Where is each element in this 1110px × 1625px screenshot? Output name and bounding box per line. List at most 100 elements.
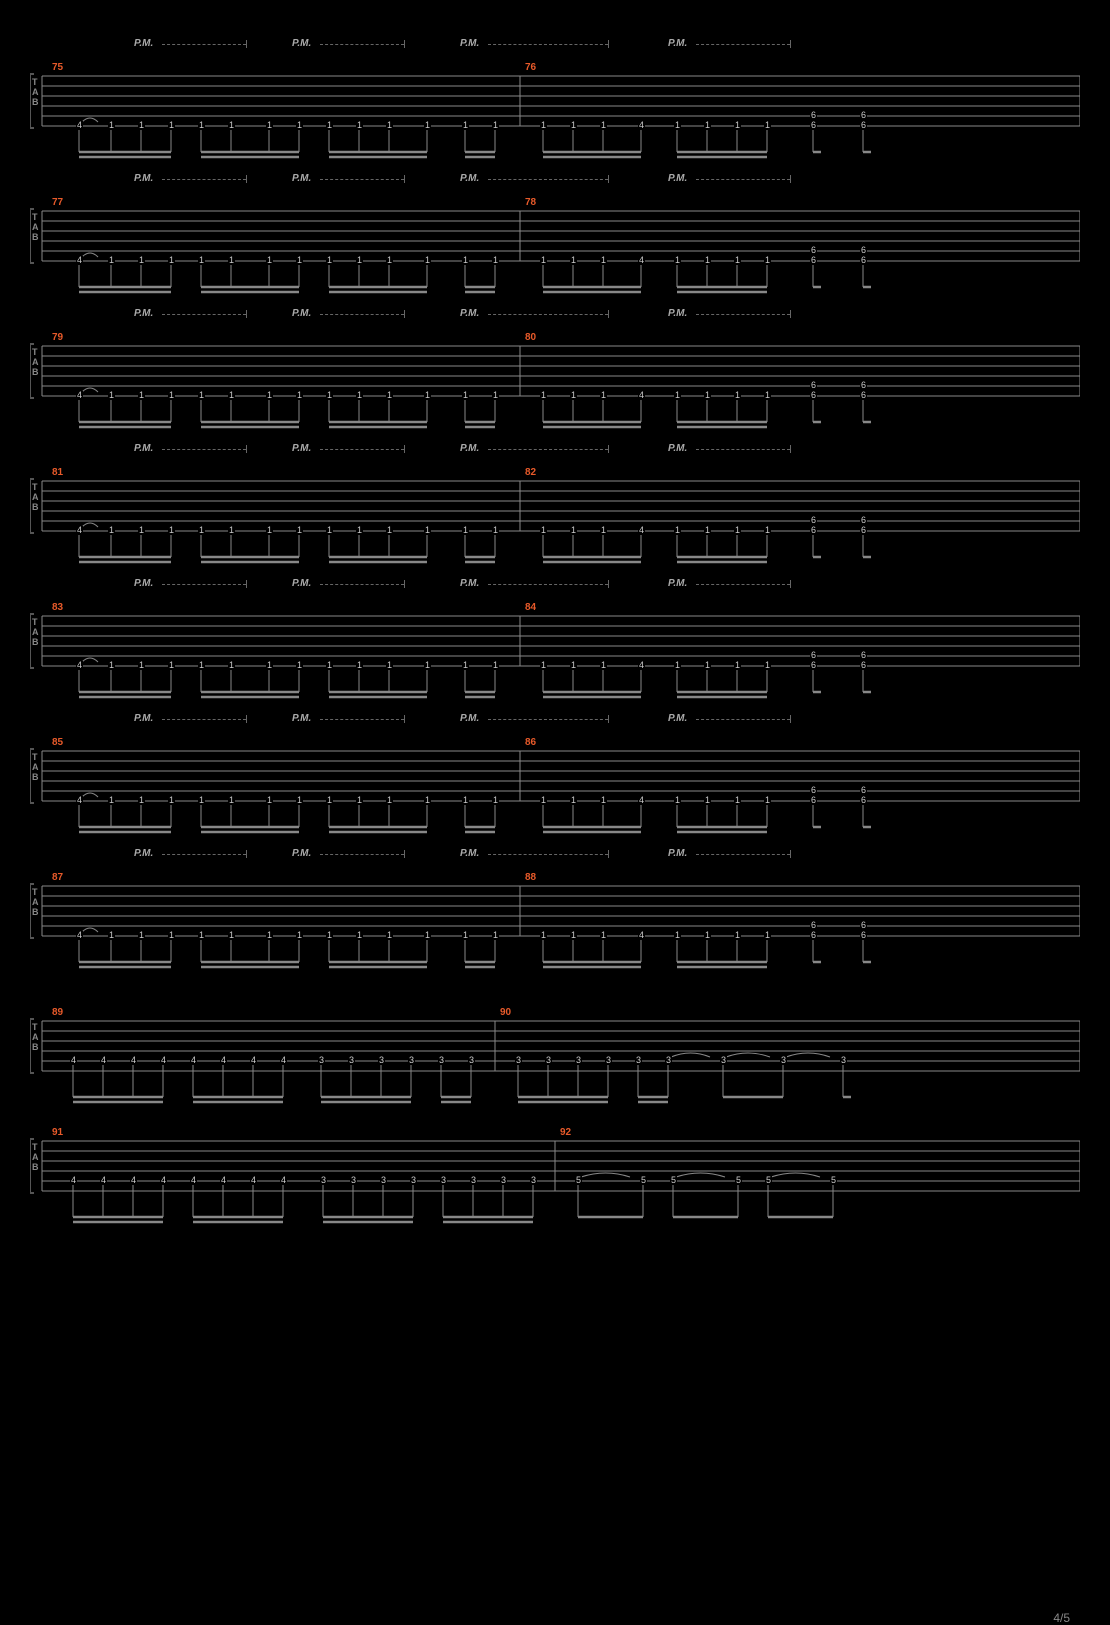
- fret-number: 1: [138, 931, 145, 940]
- fret-number: 1: [674, 391, 681, 400]
- fret-number: 6: [860, 256, 867, 265]
- tab-system: TAB91924444444433333333555555: [30, 1095, 1080, 1200]
- fret-number: 1: [296, 256, 303, 265]
- fret-number: 4: [638, 121, 645, 130]
- fret-number: 1: [704, 526, 711, 535]
- fret-number: 1: [228, 661, 235, 670]
- fret-number: 4: [76, 526, 83, 535]
- fret-number: 1: [266, 121, 273, 130]
- fret-number: 3: [380, 1176, 387, 1185]
- fret-number: 1: [600, 796, 607, 805]
- palm-mute-label: P.M.: [134, 443, 153, 454]
- fret-number: 1: [296, 661, 303, 670]
- tab-system: TAB8182P.M.P.M.P.M.P.M.41111111111111111…: [30, 435, 1080, 555]
- tab-system: TAB7778P.M.P.M.P.M.P.M.41111111111111111…: [30, 165, 1080, 285]
- fret-number: 5: [640, 1176, 647, 1185]
- fret-number: 4: [638, 931, 645, 940]
- staff-svg: [30, 300, 1080, 450]
- fret-number: 1: [228, 121, 235, 130]
- fret-number: 1: [138, 256, 145, 265]
- palm-mute-end: [608, 445, 609, 453]
- fret-number: 1: [266, 661, 273, 670]
- fret-number: 1: [600, 121, 607, 130]
- fret-number: 1: [356, 661, 363, 670]
- fret-number: 1: [704, 121, 711, 130]
- tab-clef-letter: T: [32, 213, 38, 222]
- fret-number: 6: [860, 786, 867, 795]
- fret-number: 1: [764, 256, 771, 265]
- tab-clef-letter: A: [32, 1153, 39, 1162]
- fret-number: 1: [674, 256, 681, 265]
- tab-clef-letter: B: [32, 638, 39, 647]
- fret-number: 3: [350, 1176, 357, 1185]
- palm-mute-label: P.M.: [668, 38, 687, 49]
- fret-number: 1: [198, 796, 205, 805]
- palm-mute-extent: [696, 449, 790, 451]
- fret-number: 1: [198, 526, 205, 535]
- fret-number: 1: [266, 796, 273, 805]
- tab-clef-letter: T: [32, 753, 38, 762]
- palm-mute-extent: [162, 314, 246, 316]
- palm-mute-label: P.M.: [292, 308, 311, 319]
- fret-number: 1: [764, 931, 771, 940]
- palm-mute-extent: [696, 854, 790, 856]
- tab-clef-letter: T: [32, 78, 38, 87]
- fret-number: 4: [638, 526, 645, 535]
- staff-svg: [30, 840, 1080, 990]
- fret-number: 1: [674, 796, 681, 805]
- palm-mute-end: [404, 40, 405, 48]
- fret-number: 1: [108, 661, 115, 670]
- palm-mute-label: P.M.: [292, 578, 311, 589]
- fret-number: 1: [540, 391, 547, 400]
- fret-number: 4: [160, 1056, 167, 1065]
- fret-number: 1: [492, 661, 499, 670]
- fret-number: 3: [348, 1056, 355, 1065]
- fret-number: 1: [424, 931, 431, 940]
- fret-number: 1: [138, 796, 145, 805]
- fret-number: 1: [326, 931, 333, 940]
- fret-number: 1: [734, 256, 741, 265]
- palm-mute-end: [246, 310, 247, 318]
- palm-mute-label: P.M.: [668, 173, 687, 184]
- fret-number: 6: [810, 111, 817, 120]
- fret-number: 1: [492, 256, 499, 265]
- fret-number: 1: [108, 931, 115, 940]
- fret-number: 4: [76, 121, 83, 130]
- tab-system: TAB7980P.M.P.M.P.M.P.M.41111111111111111…: [30, 300, 1080, 420]
- fret-number: 1: [228, 391, 235, 400]
- palm-mute-extent: [488, 449, 608, 451]
- measure-number: 85: [52, 737, 63, 748]
- palm-mute-extent: [162, 179, 246, 181]
- fret-number: 1: [356, 796, 363, 805]
- palm-mute-label: P.M.: [292, 173, 311, 184]
- palm-mute-end: [246, 175, 247, 183]
- fret-number: 6: [860, 516, 867, 525]
- tab-clef-letter: A: [32, 1033, 39, 1042]
- staff-svg: [30, 30, 1080, 180]
- palm-mute-end: [404, 580, 405, 588]
- fret-number: 1: [734, 391, 741, 400]
- fret-number: 1: [266, 526, 273, 535]
- fret-number: 1: [462, 796, 469, 805]
- fret-number: 6: [810, 651, 817, 660]
- fret-number: 6: [860, 661, 867, 670]
- measure-number: 88: [525, 872, 536, 883]
- palm-mute-extent: [320, 314, 404, 316]
- fret-number: 1: [266, 931, 273, 940]
- palm-mute-end: [790, 445, 791, 453]
- palm-mute-end: [790, 40, 791, 48]
- fret-number: 1: [356, 931, 363, 940]
- fret-number: 3: [780, 1056, 787, 1065]
- palm-mute-end: [790, 580, 791, 588]
- palm-mute-extent: [162, 449, 246, 451]
- fret-number: 1: [764, 391, 771, 400]
- fret-number: 4: [76, 931, 83, 940]
- fret-number: 6: [810, 381, 817, 390]
- palm-mute-label: P.M.: [460, 713, 479, 724]
- fret-number: 3: [720, 1056, 727, 1065]
- palm-mute-label: P.M.: [292, 713, 311, 724]
- fret-number: 3: [318, 1056, 325, 1065]
- fret-number: 1: [764, 661, 771, 670]
- fret-number: 5: [670, 1176, 677, 1185]
- fret-number: 1: [734, 796, 741, 805]
